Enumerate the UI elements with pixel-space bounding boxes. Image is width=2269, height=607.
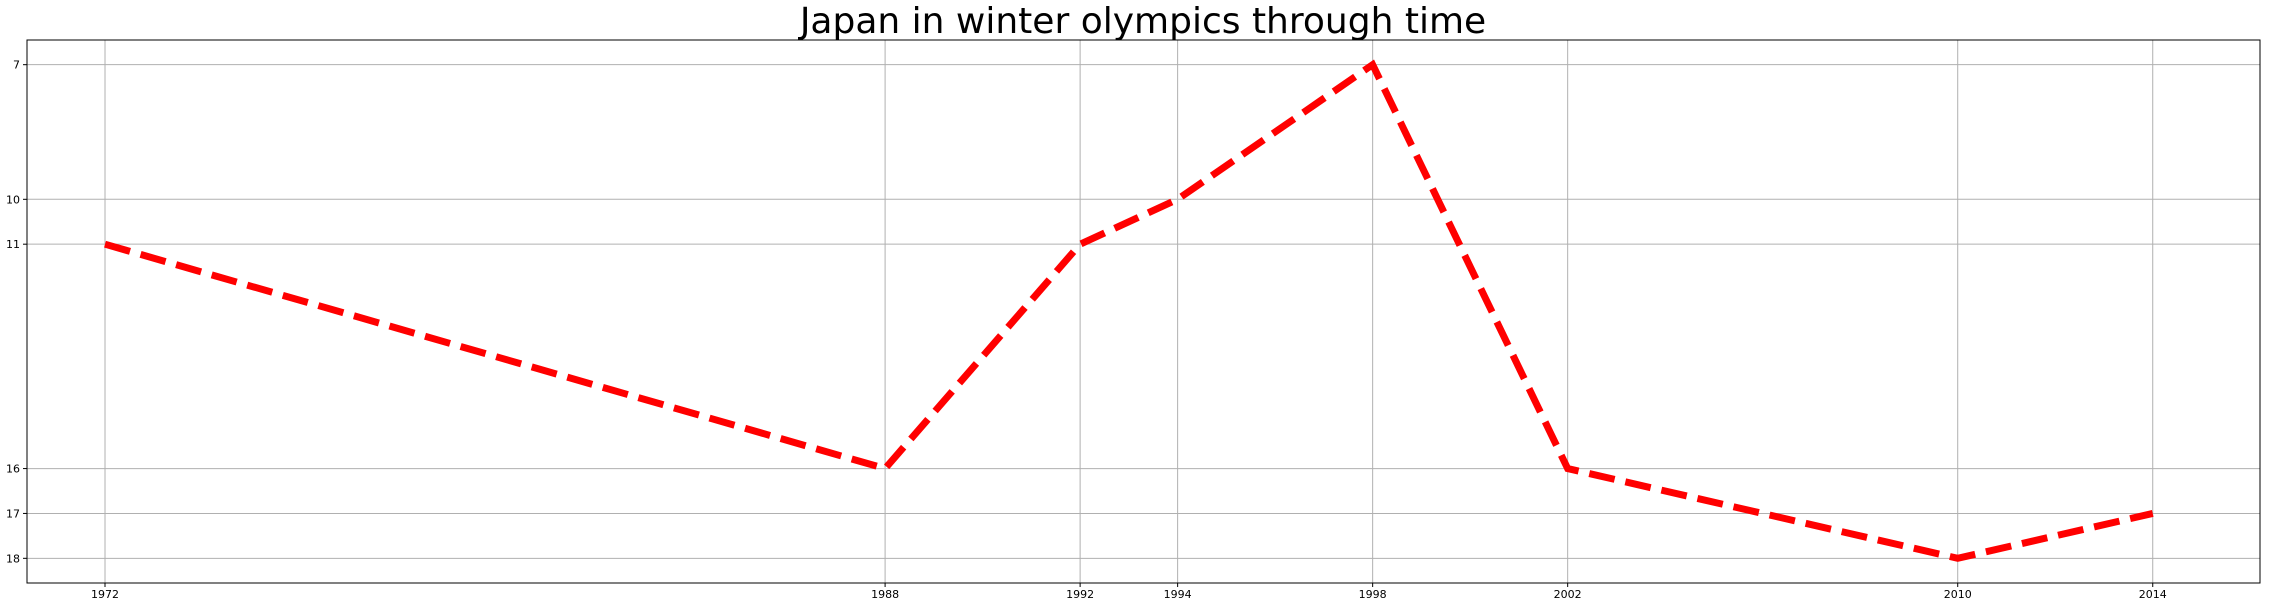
x-tick-label-2010: 2010	[1944, 588, 1972, 601]
x-tick-label-1988: 1988	[871, 588, 899, 601]
y-tick-label-18: 18	[6, 552, 20, 565]
x-tick-label-1998: 1998	[1359, 588, 1387, 601]
series-layer	[104, 59, 2154, 562]
x-tick-label-2014: 2014	[2139, 588, 2167, 601]
y-tick-label-10: 10	[6, 193, 20, 206]
grid	[27, 40, 2260, 583]
y-tick-label-7: 7	[13, 59, 20, 72]
x-tick-label-2002: 2002	[1554, 588, 1582, 601]
x-tick-label-1992: 1992	[1066, 588, 1094, 601]
series-line-0	[104, 59, 2154, 562]
axes: 1972 1988 1992 1994 1998 2002 2010 2014 7 10 11 16 1…	[6, 59, 2167, 601]
x-tick-label-1994: 1994	[1164, 588, 1192, 601]
y-tick-label-16: 16	[6, 463, 20, 476]
x-tick-label-1972: 1972	[91, 588, 119, 601]
plot-frame	[26, 39, 2261, 584]
y-tick-label-11: 11	[6, 238, 20, 251]
chart-title: Japan in winter olympics through time	[798, 1, 1486, 42]
y-tick-label-17: 17	[6, 507, 20, 520]
